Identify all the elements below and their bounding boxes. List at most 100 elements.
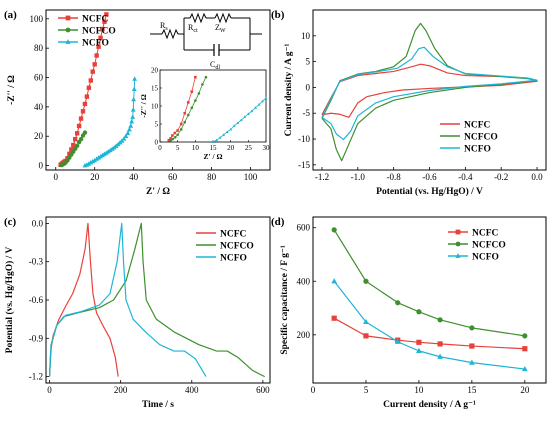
y-tick-label: 20 xyxy=(34,131,44,141)
legend-label-ncfo: NCFO xyxy=(220,254,247,264)
data-point-ncfc xyxy=(363,333,369,339)
y-axis-label: Potential (vs. Hg/HgO) / V xyxy=(4,247,15,354)
y-axis-label: -Z'' / Ω xyxy=(7,75,17,105)
inset-data-point-ncfco xyxy=(197,92,201,95)
y-tick-label: 400 xyxy=(297,276,311,286)
inset-frame xyxy=(159,69,267,143)
data-point-ncfco xyxy=(437,317,443,323)
data-point-ncfo xyxy=(102,151,107,156)
data-point-ncfo xyxy=(129,118,135,124)
circuit-label-zw: ZW xyxy=(215,23,226,34)
data-point-ncfco xyxy=(331,227,337,233)
data-point-ncfc xyxy=(69,147,74,152)
legend-marker-ncfo xyxy=(65,39,71,44)
x-tick-label: 200 xyxy=(114,385,128,395)
plot-frame xyxy=(45,9,271,171)
data-point-ncfo xyxy=(363,318,369,325)
gcd-curve-ncfc xyxy=(48,222,119,377)
inset-data-point-ncfo xyxy=(246,112,250,115)
panel-c: 0 200 400 600 0.0 -0.3 -0.6 -0.9 -1.2 Time / s Pot… xyxy=(4,216,271,410)
x-tick-label: 10 xyxy=(414,385,424,395)
data-point-ncfco xyxy=(522,333,528,339)
legend-marker-ncfo xyxy=(455,253,461,258)
legend-label-ncfc: NCFC xyxy=(82,15,109,25)
inset-data-point-ncfco xyxy=(194,99,197,102)
inset-data-point-ncfc xyxy=(176,129,179,132)
panel-d: 0 5 10 15 20 200 400 600 Current density / A g⁻¹… xyxy=(271,216,547,410)
data-point-ncfc xyxy=(102,19,107,24)
data-point-ncfc xyxy=(416,339,422,345)
legend-label-ncfc: NCFC xyxy=(220,230,247,240)
plot-frame xyxy=(312,216,547,384)
equivalent-circuit: Rs Rct ZW Cdl xyxy=(150,12,262,71)
inset-data-point-ncfo xyxy=(236,121,240,124)
circuit-label-rs: Rs xyxy=(160,21,168,32)
data-point-ncfo xyxy=(394,338,401,344)
x-tick-label: 5 xyxy=(364,385,369,395)
data-point-ncfco xyxy=(78,136,84,142)
capacitance-line-ncfo xyxy=(333,280,525,370)
data-point-ncfo xyxy=(109,146,115,151)
data-point-ncfo xyxy=(107,147,113,153)
panel-label: (a) xyxy=(4,9,17,21)
inset-y-axis-label: -Z'' / Ω xyxy=(139,94,148,118)
data-point-ncfc xyxy=(522,346,528,352)
inset-data-point-ncfo xyxy=(253,106,257,109)
data-point-ncfo xyxy=(98,154,103,159)
data-point-ncfo xyxy=(88,160,94,165)
inset-data-point-ncfco xyxy=(171,137,175,141)
inset-x-tick-label: 10 xyxy=(192,144,200,152)
x-tick-label: 100 xyxy=(244,172,258,182)
inset-series-line-ncfc xyxy=(168,77,196,141)
inset-data-point-ncfo xyxy=(257,103,261,106)
data-point-ncfo xyxy=(125,130,131,136)
inset-data-point-ncfo xyxy=(261,99,264,103)
data-point-ncfo xyxy=(96,155,102,160)
legend-label-ncfco: NCFCO xyxy=(82,27,116,37)
data-point-ncfo xyxy=(100,152,105,158)
inset-data-point-ncfo xyxy=(211,140,215,144)
data-point-ncfo xyxy=(469,359,475,365)
inset-data-point-ncfo xyxy=(243,115,247,118)
y-tick-label: 10 xyxy=(301,31,311,41)
x-tick-label: 600 xyxy=(256,385,270,395)
legend-label-ncfo: NCFO xyxy=(82,39,109,49)
panel-label: (c) xyxy=(4,216,17,228)
x-tick-label: 80 xyxy=(207,172,217,182)
cv-curve-ncfo xyxy=(321,46,538,141)
y-tick-label: 5 xyxy=(306,57,311,67)
legend-label-ncfo: NCFO xyxy=(464,145,491,155)
x-tick-label: 0 xyxy=(47,385,52,395)
legend-marker-ncfc xyxy=(455,229,461,235)
inset-data-point-ncfo xyxy=(250,109,254,113)
data-point-ncfc xyxy=(78,116,84,121)
legend-label-ncfco: NCFCO xyxy=(464,133,498,143)
inset-x-tick-label: 25 xyxy=(245,144,253,152)
x-tick-label: 20 xyxy=(90,172,100,182)
inset-data-point-ncfo xyxy=(222,133,226,136)
data-point-ncfc xyxy=(331,315,337,321)
y-tick-label: -1.2 xyxy=(29,372,43,382)
panel-label: (d) xyxy=(271,216,285,228)
data-point-ncfc xyxy=(94,53,99,58)
data-point-ncfco xyxy=(74,143,80,148)
data-point-ncfc xyxy=(82,101,88,107)
inset-data-point-ncfo xyxy=(239,118,243,122)
y-axis-label: Specific capacitance / F g⁻¹ xyxy=(280,245,290,354)
x-tick-label: 0.0 xyxy=(531,172,543,182)
legend-marker-ncfco xyxy=(455,241,461,247)
x-axis-label: Potential (vs. Hg/HgO) / V xyxy=(376,186,483,197)
inset-x-tick-label: 15 xyxy=(210,144,218,152)
data-point-ncfc xyxy=(71,142,76,148)
y-tick-label: 60 xyxy=(34,73,44,83)
data-point-ncfo xyxy=(103,150,109,155)
data-point-ncfo xyxy=(521,365,528,372)
inset-y-tick-label: 0 xyxy=(155,139,159,147)
x-tick-label: -1.2 xyxy=(315,172,329,182)
inset-x-tick-label: 0 xyxy=(158,144,162,152)
y-tick-label: 40 xyxy=(34,102,44,112)
y-tick-label: 600 xyxy=(297,223,311,233)
inset-data-point-ncfo xyxy=(218,136,222,139)
